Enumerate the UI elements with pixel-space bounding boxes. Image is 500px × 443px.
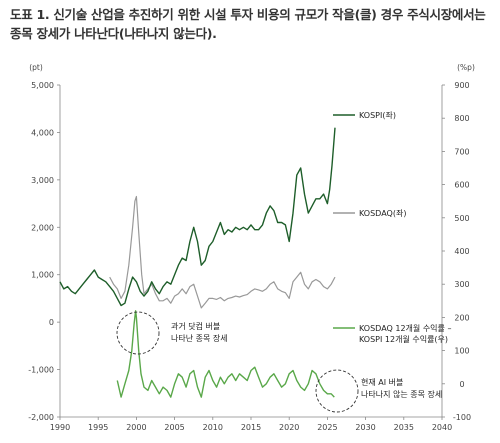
x-tick-label: 2030 bbox=[355, 423, 375, 432]
annotation-dotcom: 나타난 종목 장세 bbox=[171, 333, 228, 343]
legend-label: KOSPI(좌) bbox=[359, 111, 396, 120]
y-right-tick-label: 800 bbox=[454, 114, 469, 123]
y-right-tick-label: 400 bbox=[454, 247, 469, 256]
ai-highlight-circle bbox=[315, 369, 359, 413]
y-left-tick-label: 3,000 bbox=[31, 176, 54, 185]
series-line-2 bbox=[109, 195, 336, 309]
x-tick-label: 2010 bbox=[203, 423, 223, 432]
y-left-tick-label: 1,000 bbox=[31, 271, 54, 280]
y-right-tick-label: 200 bbox=[454, 313, 469, 322]
y-left-tick-label: -1,000 bbox=[28, 366, 54, 375]
series-line-1 bbox=[59, 127, 336, 307]
x-tick-label: 1990 bbox=[50, 423, 70, 432]
chart-title: 도표 1. 신기술 산업을 추진하기 위한 시설 투자 비용의 규모가 작을(클… bbox=[10, 7, 486, 41]
y-right-tick-label: 900 bbox=[454, 81, 469, 90]
y-left-tick-label: 2,000 bbox=[31, 223, 54, 232]
x-tick-label: 1995 bbox=[88, 423, 108, 432]
x-tick-label: 2020 bbox=[279, 423, 299, 432]
y-right-tick-label: 600 bbox=[454, 181, 469, 190]
axes: 1990 1995 2000 2005 2010 2015 2020 2025 2030 2035… bbox=[28, 63, 475, 432]
annotation-ai: 나타나지 않는 종목 장세 bbox=[361, 389, 442, 399]
x-tick-label: 2015 bbox=[241, 423, 261, 432]
y-right-tick-label: 100 bbox=[454, 347, 469, 356]
x-tick-label: 2035 bbox=[394, 423, 414, 432]
x-tick-label: 2040 bbox=[432, 423, 452, 432]
y-right-tick-label: 700 bbox=[454, 147, 469, 156]
y-right-tick-label: 500 bbox=[454, 214, 469, 223]
y-left-unit: (pt) bbox=[29, 63, 43, 72]
annotation-ai: 현재 AI 버블 bbox=[361, 377, 403, 387]
x-tick-label: 2005 bbox=[164, 423, 184, 432]
x-tick-label: 2025 bbox=[317, 423, 337, 432]
y-right-tick-label: 300 bbox=[454, 280, 469, 289]
series-lines bbox=[59, 127, 336, 398]
y-left-tick-label: 0 bbox=[49, 318, 54, 327]
y-right-tick-label: 0 bbox=[459, 380, 464, 389]
annotation-dotcom: 과거 닷컴 버블 bbox=[171, 321, 220, 331]
dotcom-highlight-circle bbox=[116, 311, 160, 355]
legend-label: KOSPI 12개월 수익률(우) bbox=[359, 334, 448, 344]
legend: KOSPI(좌) KOSDAQ(좌) KOSDAQ 12개월 수익률 –KOSPI … bbox=[333, 111, 451, 344]
legend-label: KOSDAQ 12개월 수익률 – bbox=[359, 323, 451, 333]
legend-label: KOSDAQ(좌) bbox=[359, 209, 406, 218]
y-left-tick-label: -2,000 bbox=[28, 413, 54, 422]
x-tick-label: 2000 bbox=[126, 423, 146, 432]
y-right-tick-label: -100 bbox=[453, 413, 471, 422]
y-left-tick-label: 4,000 bbox=[31, 128, 54, 137]
y-left-tick-label: 5,000 bbox=[31, 81, 54, 90]
series-line-3 bbox=[116, 310, 335, 398]
y-right-unit: (%p) bbox=[457, 63, 475, 72]
